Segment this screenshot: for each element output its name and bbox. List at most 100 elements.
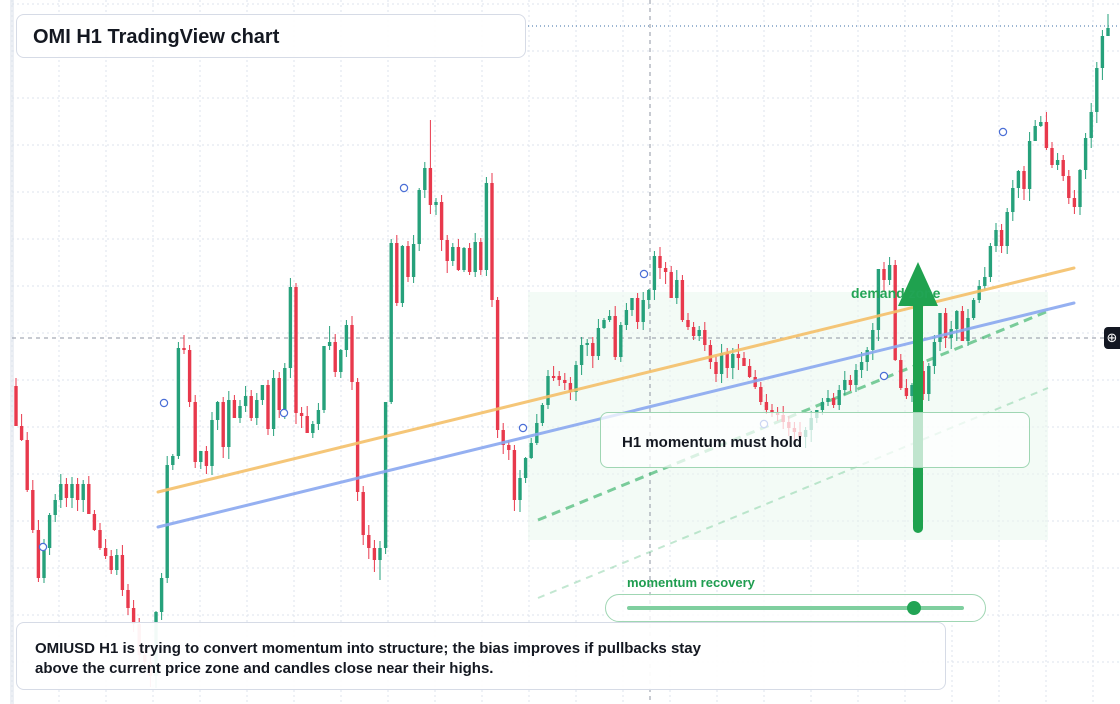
candle-body — [350, 325, 354, 382]
signal-marker — [879, 371, 889, 381]
candle-body — [1072, 198, 1077, 207]
candle-body — [876, 269, 881, 330]
signal-marker — [518, 423, 528, 433]
candle-body — [372, 548, 377, 560]
candle-body — [529, 443, 533, 458]
candle-body — [658, 256, 662, 268]
candle-body — [943, 313, 948, 338]
candle-body — [546, 376, 550, 405]
candle-body — [283, 368, 287, 410]
candle-body — [316, 410, 321, 424]
candle-body — [669, 272, 673, 298]
candle-body — [204, 451, 209, 466]
slider-knob[interactable] — [906, 601, 921, 615]
candle-body — [417, 190, 421, 244]
candle-body — [831, 398, 836, 405]
candle-body — [635, 298, 640, 322]
momentum-callout: H1 momentum must hold — [600, 412, 1030, 468]
candle-body — [927, 366, 931, 394]
candle-body — [227, 400, 231, 447]
slider-track[interactable] — [627, 606, 964, 610]
candle-body — [613, 316, 617, 357]
candle-body — [501, 430, 505, 445]
candle-body — [131, 608, 136, 624]
callout-text: H1 momentum must hold — [622, 434, 803, 451]
candle-body — [910, 385, 914, 396]
candle-body — [512, 450, 517, 500]
crosshair-plus-icon[interactable]: ⊕ — [1104, 327, 1120, 349]
candle-body — [714, 362, 718, 374]
candle-body — [484, 183, 489, 270]
candle-body — [428, 168, 433, 205]
candle-body — [199, 451, 203, 462]
candle-body — [708, 345, 713, 362]
candle-body — [865, 350, 869, 362]
candle-body — [187, 350, 192, 402]
candle-body — [680, 280, 685, 320]
candlestick-series — [14, 14, 1110, 688]
candle-body — [747, 366, 752, 377]
candle-body — [518, 478, 522, 500]
candle-body — [171, 456, 175, 465]
candle-body — [395, 243, 399, 303]
candle-body — [355, 382, 360, 492]
candle-body — [305, 416, 309, 433]
candle-body — [159, 578, 164, 612]
candle-body — [378, 548, 382, 560]
candle-body — [1016, 171, 1021, 188]
candle-body — [1061, 160, 1065, 176]
candle-body — [882, 269, 886, 280]
candle-body — [1022, 171, 1026, 189]
candle-body — [871, 330, 875, 350]
candle-body — [277, 378, 281, 410]
momentum-slider[interactable] — [605, 594, 986, 622]
candle-body — [523, 458, 528, 478]
candle-body — [551, 376, 556, 378]
candle-body — [467, 248, 472, 272]
candle-body — [361, 492, 365, 535]
candle-body — [423, 168, 427, 190]
candle-body — [557, 376, 561, 380]
candle-body — [938, 313, 942, 342]
candle-body — [249, 396, 253, 418]
signal-marker — [399, 183, 409, 193]
candle-body — [1050, 148, 1054, 165]
candle-body — [770, 410, 774, 412]
candle-body — [288, 287, 293, 368]
candle-body — [994, 230, 998, 246]
candle-body — [439, 202, 444, 240]
candle-body — [1078, 170, 1082, 207]
candle-body — [971, 300, 976, 318]
candle-body — [652, 256, 657, 290]
candle-body — [591, 343, 595, 356]
candle-body — [92, 514, 97, 530]
candle-body — [495, 300, 500, 430]
candle-body — [31, 490, 35, 530]
candle-body — [663, 268, 668, 272]
candle-body — [126, 590, 130, 608]
candle-body — [434, 202, 438, 205]
candle-body — [859, 362, 864, 370]
candle-body — [843, 380, 847, 390]
candle-body — [271, 378, 276, 429]
candle-body — [98, 530, 102, 548]
candle-body — [479, 242, 483, 270]
candle-body — [837, 390, 841, 405]
candle-body — [327, 342, 332, 346]
candle-body — [490, 183, 494, 300]
candle-body — [826, 398, 830, 402]
candle-body — [14, 386, 18, 426]
candle-body — [59, 484, 63, 500]
candle-body — [165, 465, 169, 578]
candle-body — [725, 353, 729, 368]
candle-body — [540, 405, 545, 423]
slider-label: momentum recovery — [627, 575, 755, 590]
candle-body — [1095, 68, 1099, 112]
candle-body — [624, 310, 629, 325]
candle-body — [675, 280, 679, 298]
candle-body — [1011, 188, 1015, 212]
title-card: OMI H1 TradingView chart — [16, 14, 526, 58]
candle-body — [19, 426, 24, 440]
candle-body — [294, 287, 298, 413]
candle-body — [238, 406, 242, 418]
